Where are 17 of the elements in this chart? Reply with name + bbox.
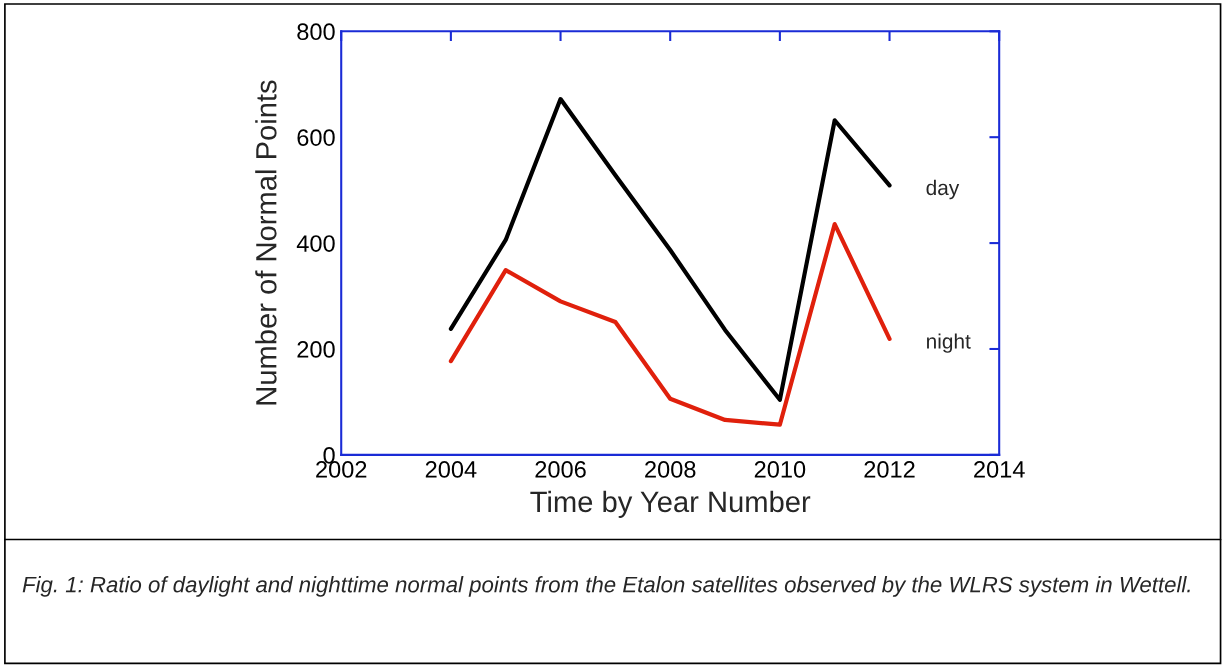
x-tick-label: 2006 — [535, 461, 586, 478]
y-tick-label: 200 — [297, 341, 335, 358]
series-label: night — [927, 333, 971, 353]
x-tick-label: 2012 — [864, 461, 915, 478]
x-axis-title: Time by Year Number — [530, 490, 811, 518]
x-tick-label: 2010 — [754, 461, 806, 478]
line-series — [448, 96, 892, 402]
y-tick-label: 800 — [297, 23, 335, 41]
caption: Fig. 1: Ratio of daylight and nighttime normal points from the Etalon satellites observed by the WLRS system in Wettell. — [22, 576, 1190, 597]
series-label: day — [926, 179, 960, 200]
y-tick-label: 400 — [296, 235, 335, 252]
y-tick-label: 600 — [297, 129, 335, 146]
x-tick-label: 2014 — [974, 461, 1025, 478]
x-tick-label: 2008 — [645, 461, 696, 478]
x-tick-label: 2004 — [425, 461, 477, 478]
line-series — [448, 221, 892, 427]
y-axis-title: Number of Normal Points — [255, 80, 277, 405]
